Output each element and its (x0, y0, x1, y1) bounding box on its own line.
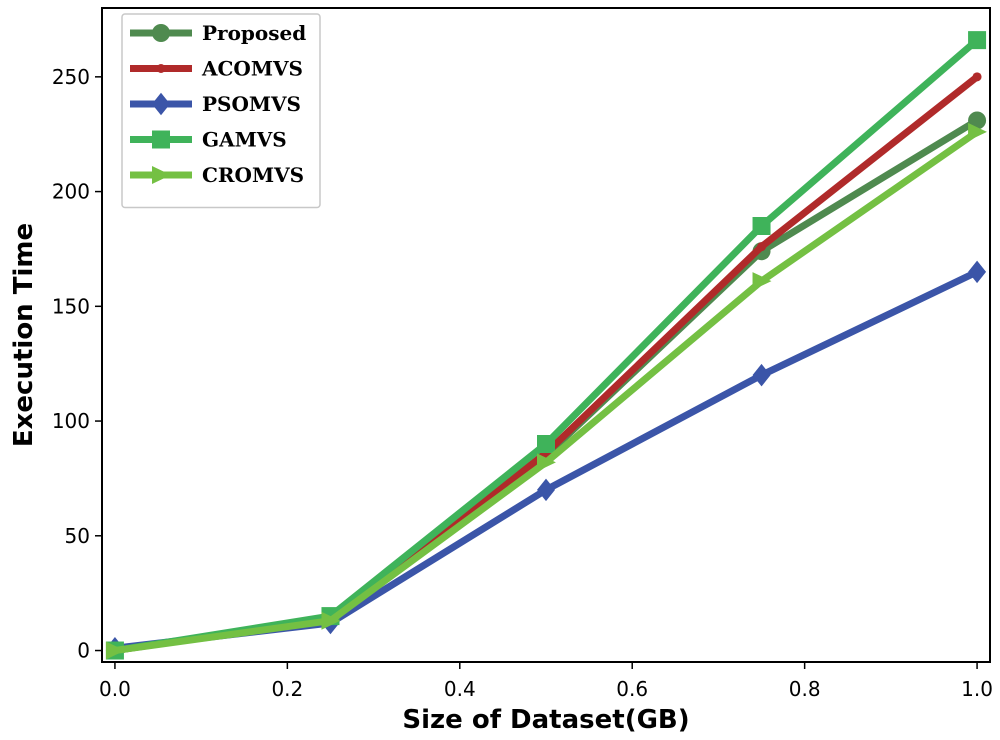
x-tick-label: 0.0 (99, 677, 131, 701)
data-point (152, 24, 170, 42)
data-point (972, 72, 982, 82)
data-point (752, 363, 771, 387)
y-axis-title: Execution Time (9, 223, 39, 447)
y-tick-label: 150 (52, 294, 90, 318)
y-axis: 0 50 100 150 200 250 (52, 65, 102, 663)
data-point (752, 217, 771, 235)
series-layer (105, 31, 987, 660)
legend-item: CROMVS (130, 163, 304, 187)
y-tick-label: 50 (65, 524, 90, 548)
data-point (968, 260, 987, 284)
y-tick-label: 200 (52, 180, 90, 204)
data-point (968, 111, 987, 130)
legend-item: PSOMVS (130, 92, 301, 116)
data-point (968, 31, 987, 50)
x-tick-label: 0.4 (444, 677, 476, 701)
x-tick-label: 0.2 (271, 677, 303, 701)
data-point (537, 453, 556, 472)
data-point (752, 272, 772, 291)
legend-item: GAMVS (130, 128, 287, 152)
legend-item: ACOMVS (130, 57, 303, 81)
series-line (111, 128, 981, 655)
legend-label: PSOMVS (202, 92, 301, 116)
legend-item: Proposed (130, 21, 306, 45)
legend: Proposed ACOMVS PSOMVS GAMVS CROMVS (121, 13, 321, 209)
data-point (156, 64, 166, 73)
data-point (757, 242, 767, 252)
data-point (537, 435, 555, 453)
data-point (152, 92, 170, 116)
legend-box (121, 13, 321, 209)
x-axis: 0.0 0.2 0.4 0.6 0.8 1.0 (99, 662, 993, 701)
x-axis-title: Size of Dataset(GB) (402, 705, 689, 735)
y-tick-label: 0 (77, 639, 90, 663)
x-tick-label: 1.0 (961, 677, 993, 701)
legend-label: GAMVS (202, 128, 287, 152)
data-point (537, 478, 555, 502)
data-point (152, 166, 171, 184)
data-point (321, 611, 341, 630)
data-point (105, 641, 125, 660)
plot-frame (101, 7, 991, 663)
legend-label: CROMVS (202, 163, 304, 187)
data-point (968, 122, 987, 141)
y-tick-label: 250 (52, 65, 90, 89)
x-tick-label: 0.8 (789, 677, 821, 701)
y-tick-label: 100 (52, 409, 90, 433)
legend-label: ACOMVS (201, 57, 303, 81)
x-tick-label: 0.6 (616, 677, 648, 701)
data-point (152, 130, 170, 149)
legend-label: Proposed (202, 21, 306, 45)
series-cromvs (105, 122, 987, 660)
